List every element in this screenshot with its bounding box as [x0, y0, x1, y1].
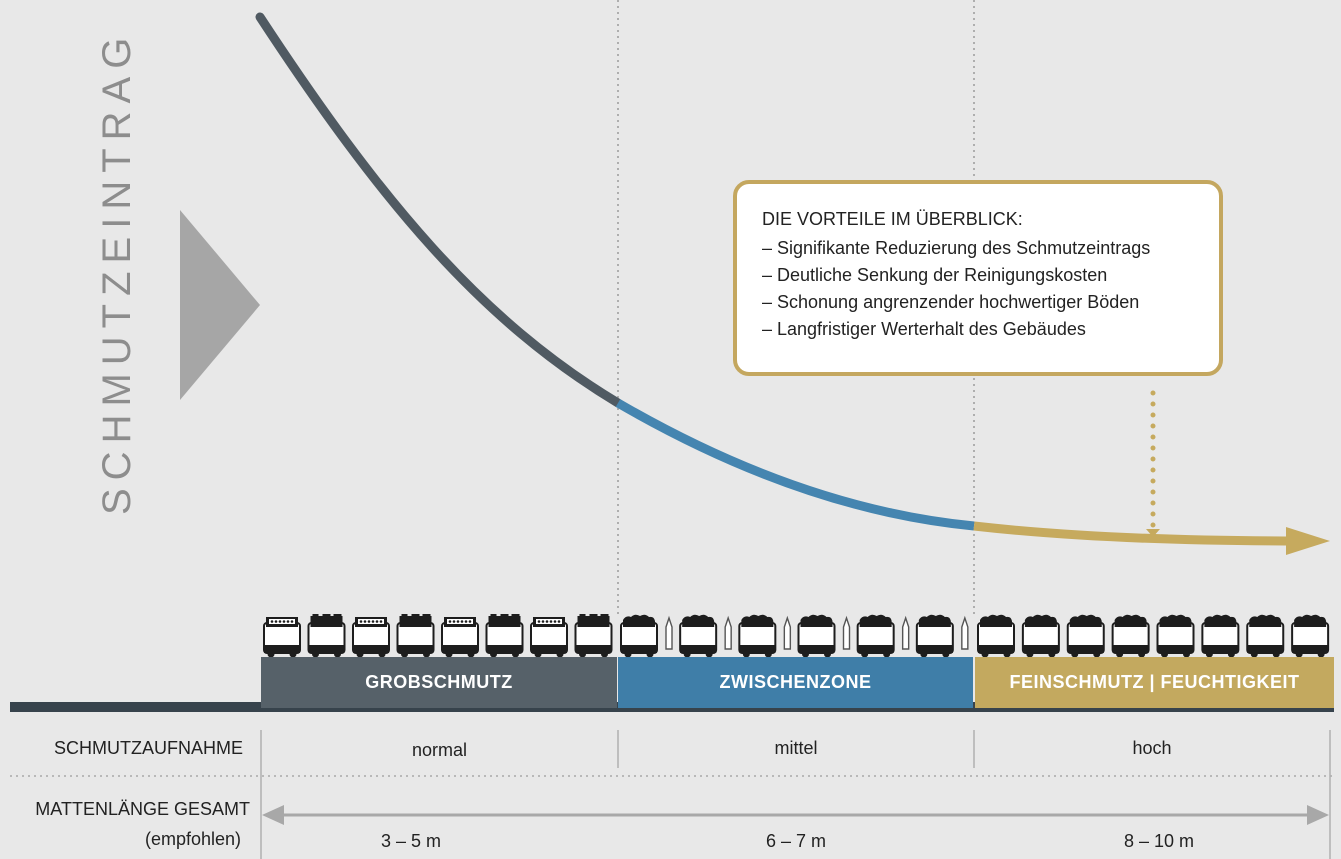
curve-segment-zwischenzone	[615, 399, 975, 531]
mat-icon-coarse	[485, 614, 524, 658]
bottle-icon	[842, 615, 851, 650]
mat-icon-coarse	[307, 614, 346, 658]
row-label-mat-length: MATTENLÄNGE GESAMT	[35, 799, 250, 819]
absorption-value-zone-2: mittel	[774, 738, 818, 758]
bottle-icon	[783, 615, 792, 650]
mat-icon-fine	[1066, 614, 1105, 658]
mat-icon-coarse	[574, 614, 613, 658]
mat-icon-coarse	[263, 617, 301, 658]
absorption-value-zone-3: hoch	[1132, 738, 1172, 758]
mat-icon-medium	[797, 614, 836, 658]
mat-icon-medium	[738, 614, 777, 658]
mat-icon-coarse	[530, 617, 568, 658]
mat-icon-fine	[977, 614, 1015, 658]
mat-icon-medium	[679, 614, 718, 658]
length-value-zone-3: 8 – 10 m	[1123, 831, 1195, 851]
bottle-icon	[665, 615, 673, 650]
zone-bar-grobschmutz: GROBSCHMUTZ	[261, 657, 617, 708]
mat-icon-medium	[620, 614, 658, 658]
mat-icon-fine	[1246, 614, 1285, 658]
mat-icon-medium	[856, 614, 895, 658]
bottle-icon	[901, 615, 910, 650]
length-value-zone-2: 6 – 7 m	[765, 831, 827, 851]
bottle-icon	[724, 615, 732, 650]
mat-icon-fine	[1111, 614, 1150, 658]
callout-connector-arrowhead	[1146, 529, 1160, 537]
curve-arrowhead	[1286, 527, 1330, 555]
curve-segment-grobschmutz	[255, 12, 623, 408]
callout-item: – Schonung angrenzender hochwertiger Böd…	[762, 292, 1140, 312]
advantages-callout: DIE VORTEILE IM ÜBERBLICK: – Signifikant…	[733, 180, 1223, 376]
zone-bar-zwischenzone: ZWISCHENZONE	[618, 657, 973, 708]
mat-icon-coarse	[441, 617, 479, 658]
bottle-icon	[961, 615, 969, 650]
mat-icons	[263, 614, 1330, 658]
direction-triangle	[180, 210, 260, 400]
row-label-mat-length-note: (empfohlen)	[144, 829, 241, 849]
mat-icon-medium	[915, 614, 954, 658]
absorption-value-zone-1: normal	[411, 740, 468, 760]
callout-item: – Deutliche Senkung der Reinigungskosten	[762, 265, 1108, 285]
length-value-zone-1: 3 – 5 m	[380, 831, 442, 851]
callout-item: – Langfristiger Werterhalt des Gebäudes	[762, 319, 1086, 339]
y-axis-label: SCHMUTZEINTRAG	[95, 29, 139, 515]
callout-title: DIE VORTEILE IM ÜBERBLICK:	[762, 209, 1023, 229]
mat-icon-coarse	[352, 617, 390, 658]
mat-icon-fine	[1201, 614, 1240, 658]
mat-icon-coarse	[396, 614, 435, 658]
zone-bar-feinschmutz: FEINSCHMUTZ | FEUCHTIGKEIT	[975, 657, 1334, 708]
curve-segment-feinschmutz	[973, 521, 1301, 546]
length-arrow-left-head	[262, 805, 284, 825]
row-label-absorption: SCHMUTZAUFNAHME	[54, 738, 243, 758]
mat-icon-fine	[1291, 614, 1330, 658]
mat-icon-fine	[1156, 614, 1195, 658]
mat-icon-fine	[1021, 614, 1060, 658]
length-arrow-right-head	[1307, 805, 1329, 825]
callout-item: – Signifikante Reduzierung des Schmutzei…	[762, 238, 1151, 258]
